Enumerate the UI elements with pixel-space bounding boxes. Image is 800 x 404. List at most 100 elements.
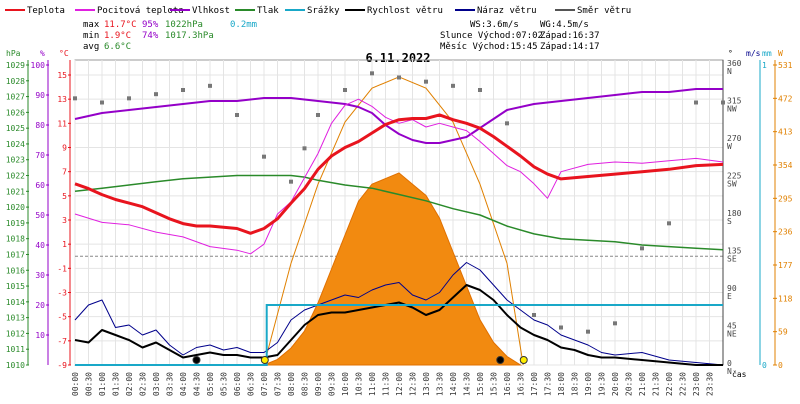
pressure-axis-label: 1013 bbox=[6, 314, 25, 323]
time-tick-label: 16:30 bbox=[517, 372, 526, 396]
direction-axis-name: N bbox=[727, 367, 732, 376]
humidity-axis-label: 100 bbox=[31, 61, 46, 70]
time-tick-label: 05:00 bbox=[206, 372, 215, 396]
pressure-axis-label: 1011 bbox=[6, 345, 25, 354]
wind-direction-point bbox=[424, 79, 428, 84]
pressure-axis-label: 1016 bbox=[6, 266, 25, 275]
pressure-axis-label: 1012 bbox=[6, 329, 25, 338]
pressure-axis-label: 1015 bbox=[6, 282, 25, 291]
wind-direction-point bbox=[127, 96, 131, 101]
pressure-axis-label: 1025 bbox=[6, 124, 25, 133]
wind-direction-points bbox=[73, 71, 725, 334]
time-tick-label: 18:00 bbox=[557, 372, 566, 396]
temp-axis-label: 7 bbox=[62, 168, 67, 177]
stats-block: max 11.7°C 95% 1022hPa 0.2mm min 1.9°C 7… bbox=[83, 20, 600, 52]
unit-ms: m/s bbox=[746, 49, 761, 58]
direction-axis-label: 225 bbox=[727, 172, 742, 181]
time-tick-label: 15:30 bbox=[490, 372, 499, 396]
time-tick-label: 05:30 bbox=[220, 372, 229, 396]
svg-text:Srážky: Srážky bbox=[307, 6, 340, 16]
wind-direction-point bbox=[397, 75, 401, 80]
temp-axis-label: 5 bbox=[62, 192, 67, 201]
time-tick-label: 11:30 bbox=[382, 372, 391, 396]
unit-wm2: W bbox=[778, 49, 783, 58]
direction-axis-label: 270 bbox=[727, 134, 742, 143]
pressure-axis-label: 1024 bbox=[6, 140, 25, 149]
time-tick-label: 14:00 bbox=[449, 372, 458, 396]
time-tick-label: 08:00 bbox=[287, 372, 296, 396]
direction-axis-label: 90 bbox=[727, 284, 737, 293]
moon-marker bbox=[192, 356, 201, 364]
stat-max-label: max bbox=[83, 20, 100, 30]
wind-direction-point bbox=[370, 71, 374, 76]
wind-direction-point bbox=[208, 83, 212, 88]
wind-direction-point bbox=[262, 154, 266, 159]
wind-direction-point bbox=[289, 179, 293, 184]
pressure-axis-label: 1027 bbox=[6, 93, 25, 102]
time-tick-label: 01:30 bbox=[112, 372, 121, 396]
solar-axis-label: 118 bbox=[778, 294, 793, 303]
direction-axis-name: NW bbox=[727, 105, 737, 114]
direction-axis-name: N bbox=[727, 67, 732, 76]
unit-deg: ° bbox=[728, 49, 733, 58]
svg-text:Tlak: Tlak bbox=[257, 6, 279, 16]
time-axis: 00:00 00:30 01:00 01:30 02:00 02:30 03:00 03:30… bbox=[71, 372, 715, 396]
series-lines bbox=[74, 88, 724, 366]
pressure-axis-label: 1019 bbox=[6, 219, 25, 228]
svg-text:Náraz větru: Náraz větru bbox=[477, 6, 537, 16]
time-tick-label: 16:00 bbox=[503, 372, 512, 396]
time-tick-label: 17:00 bbox=[530, 372, 539, 396]
time-tick-label: 07:30 bbox=[274, 372, 283, 396]
stat-sunrise: Slunce Východ:07:02 bbox=[440, 31, 543, 41]
direction-axis-label: 360 bbox=[727, 59, 742, 68]
direction-axis-label: 0 bbox=[727, 359, 732, 368]
time-tick-label: 21:00 bbox=[638, 372, 647, 396]
axes: 1029102810271026102510241023102210211020… bbox=[6, 59, 793, 376]
solar-axis-label: 295 bbox=[778, 194, 793, 203]
humidity-axis-label: 40 bbox=[35, 241, 45, 250]
time-tick-label: 06:30 bbox=[247, 372, 256, 396]
wind-direction-point bbox=[586, 329, 590, 334]
moonrise-marker bbox=[496, 356, 505, 364]
temp-axis-label: 11 bbox=[57, 119, 67, 128]
stat-wg: WG:4.5m/s bbox=[540, 20, 589, 30]
pressure-axis-label: 1021 bbox=[6, 187, 25, 196]
stat-max-press: 1022hPa bbox=[165, 20, 203, 30]
legend-item-smer: Směr větru bbox=[555, 6, 631, 16]
svg-text:Rychlost větru: Rychlost větru bbox=[367, 6, 443, 16]
humidity-axis-label: 90 bbox=[35, 91, 45, 100]
time-tick-label: 04:30 bbox=[193, 372, 202, 396]
wind-direction-point bbox=[667, 221, 671, 226]
wind-direction-point bbox=[505, 121, 509, 126]
pressure-axis-label: 1029 bbox=[6, 61, 25, 70]
time-tick-label: 14:30 bbox=[463, 372, 472, 396]
series-naraz-vetru bbox=[74, 262, 724, 366]
legend-item-tlak: Tlak bbox=[235, 6, 279, 16]
time-tick-label: 20:30 bbox=[625, 372, 634, 396]
unit-labels: hPa % °C ° m/s mm W bbox=[6, 49, 783, 58]
temp-axis-label: -7 bbox=[57, 337, 67, 346]
time-tick-label: 07:00 bbox=[260, 372, 269, 396]
series-teplota bbox=[74, 113, 724, 235]
unit-mm: mm bbox=[762, 49, 772, 58]
stat-max-hum: 95% bbox=[142, 20, 159, 30]
solar-axis-label: 177 bbox=[778, 261, 793, 270]
svg-text:Směr větru: Směr větru bbox=[577, 6, 631, 16]
time-tick-label: 19:00 bbox=[584, 372, 593, 396]
temp-axis-label: -9 bbox=[57, 361, 67, 370]
time-tick-label: 23:00 bbox=[692, 372, 701, 396]
svg-text:Vlhkost: Vlhkost bbox=[192, 6, 230, 16]
stat-min-label: min bbox=[83, 31, 99, 41]
time-tick-label: 09:30 bbox=[328, 372, 337, 396]
solar-axis-label: 531 bbox=[778, 61, 793, 70]
time-tick-label: 13:30 bbox=[436, 372, 445, 396]
direction-axis-label: 45 bbox=[727, 322, 737, 331]
temp-axis-label: 13 bbox=[57, 95, 67, 104]
stat-avg-label: avg bbox=[83, 42, 99, 52]
time-tick-label: 00:00 bbox=[71, 372, 80, 396]
direction-axis-name: SW bbox=[727, 180, 737, 189]
time-tick-label: 12:00 bbox=[395, 372, 404, 396]
rain-axis-label: 1 bbox=[762, 61, 767, 70]
solar-axis-label: 236 bbox=[778, 228, 793, 237]
